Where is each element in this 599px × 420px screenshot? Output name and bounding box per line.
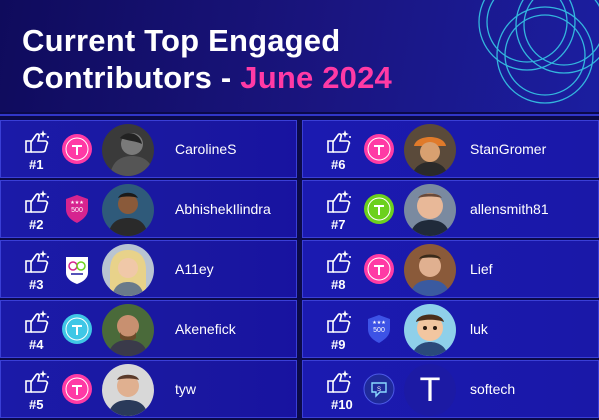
contributor-name[interactable]: CarolineS (175, 141, 237, 157)
contributor-card-9[interactable]: #9 500 ★★★ luk (302, 300, 599, 358)
500-shield-badge-icon: 500★★★ (368, 315, 390, 343)
accessibility-badge-icon (66, 257, 88, 284)
rank-label: #9 (331, 337, 346, 352)
contributor-card-3[interactable]: #3 A11ey (0, 240, 297, 298)
avatar[interactable] (102, 184, 154, 236)
rank-label: #7 (331, 217, 346, 232)
title-line-2-accent: June 2024 (240, 60, 392, 95)
rank-label: #5 (29, 397, 44, 412)
contributor-name[interactable]: StanGromer (470, 141, 547, 157)
titan-badge-icon (62, 374, 92, 404)
contributor-name[interactable]: Akenefick (175, 321, 236, 337)
titan-badge-icon (364, 254, 394, 284)
titan-badge-icon (62, 134, 92, 164)
avatar[interactable] (102, 364, 154, 416)
svg-text:500: 500 (373, 327, 385, 334)
avatar[interactable] (404, 124, 456, 176)
contributor-card-8[interactable]: #8 Lief (302, 240, 599, 298)
titan-badge-icon (364, 194, 394, 224)
decorative-rings-icon (478, 0, 599, 104)
contributor-name[interactable]: AbhishekIlindra (175, 201, 271, 217)
svg-text:★★★: ★★★ (372, 320, 386, 326)
contributor-name[interactable]: softech (470, 381, 516, 397)
thumbs-up-icon (327, 370, 351, 393)
contributor-card-4[interactable]: #4 Akenefick (0, 300, 297, 358)
svg-text:S: S (377, 387, 381, 393)
header-divider (0, 114, 599, 116)
500-shield-badge-icon: 500★★★ (66, 195, 88, 223)
avatar[interactable]: T (404, 364, 456, 416)
avatar[interactable] (102, 304, 154, 356)
rank-label: #2 (29, 217, 44, 232)
header-banner: Current Top Engaged Contributors - June … (0, 0, 599, 112)
avatar-letter: T (419, 370, 441, 409)
thumbs-up-icon (25, 130, 49, 153)
avatar[interactable] (102, 124, 154, 176)
contributor-card-2[interactable]: #2 500 ★★★ AbhishekIlindra (0, 180, 297, 238)
contributors-grid: #1 CarolineS #2 500 ★★★ AbhishekIlindra #… (0, 118, 599, 420)
avatar[interactable] (102, 244, 154, 296)
avatar[interactable] (404, 184, 456, 236)
thumbs-up-icon (25, 250, 49, 273)
rank-label: #8 (331, 277, 346, 292)
thumbs-up-icon (25, 370, 49, 393)
page-title: Current Top Engaged Contributors - June … (22, 22, 392, 96)
contributor-name[interactable]: A11ey (175, 261, 214, 277)
svg-text:★★★: ★★★ (70, 200, 84, 206)
thumbs-up-icon (327, 130, 351, 153)
titan-badge-icon (364, 134, 394, 164)
contributor-name[interactable]: luk (470, 321, 488, 337)
avatar[interactable] (404, 244, 456, 296)
thumbs-up-icon (327, 250, 351, 273)
contributor-card-6[interactable]: #6 StanGromer (302, 120, 599, 178)
contributor-card-5[interactable]: #5 tyw (0, 360, 297, 418)
chat-badge-icon: S (363, 373, 395, 405)
thumbs-up-icon (327, 310, 351, 333)
rank-label: #1 (29, 157, 44, 172)
thumbs-up-icon (327, 190, 351, 213)
contributor-name[interactable]: allensmith81 (470, 201, 549, 217)
contributor-name[interactable]: Lief (470, 261, 493, 277)
svg-text:500: 500 (71, 207, 83, 214)
rank-label: #3 (29, 277, 44, 292)
title-line-2-prefix: Contributors - (22, 60, 241, 95)
rank-label: #10 (331, 397, 353, 412)
title-line-1: Current Top Engaged (22, 23, 341, 58)
titan-badge-icon (62, 314, 92, 344)
contributor-card-10[interactable]: #10 S T softech (302, 360, 599, 418)
contributor-card-7[interactable]: #7 allensmith81 (302, 180, 599, 238)
thumbs-up-icon (25, 310, 49, 333)
thumbs-up-icon (25, 190, 49, 213)
contributor-card-1[interactable]: #1 CarolineS (0, 120, 297, 178)
rank-label: #4 (29, 337, 44, 352)
rank-label: #6 (331, 157, 346, 172)
contributor-name[interactable]: tyw (175, 381, 196, 397)
avatar[interactable] (404, 304, 456, 356)
